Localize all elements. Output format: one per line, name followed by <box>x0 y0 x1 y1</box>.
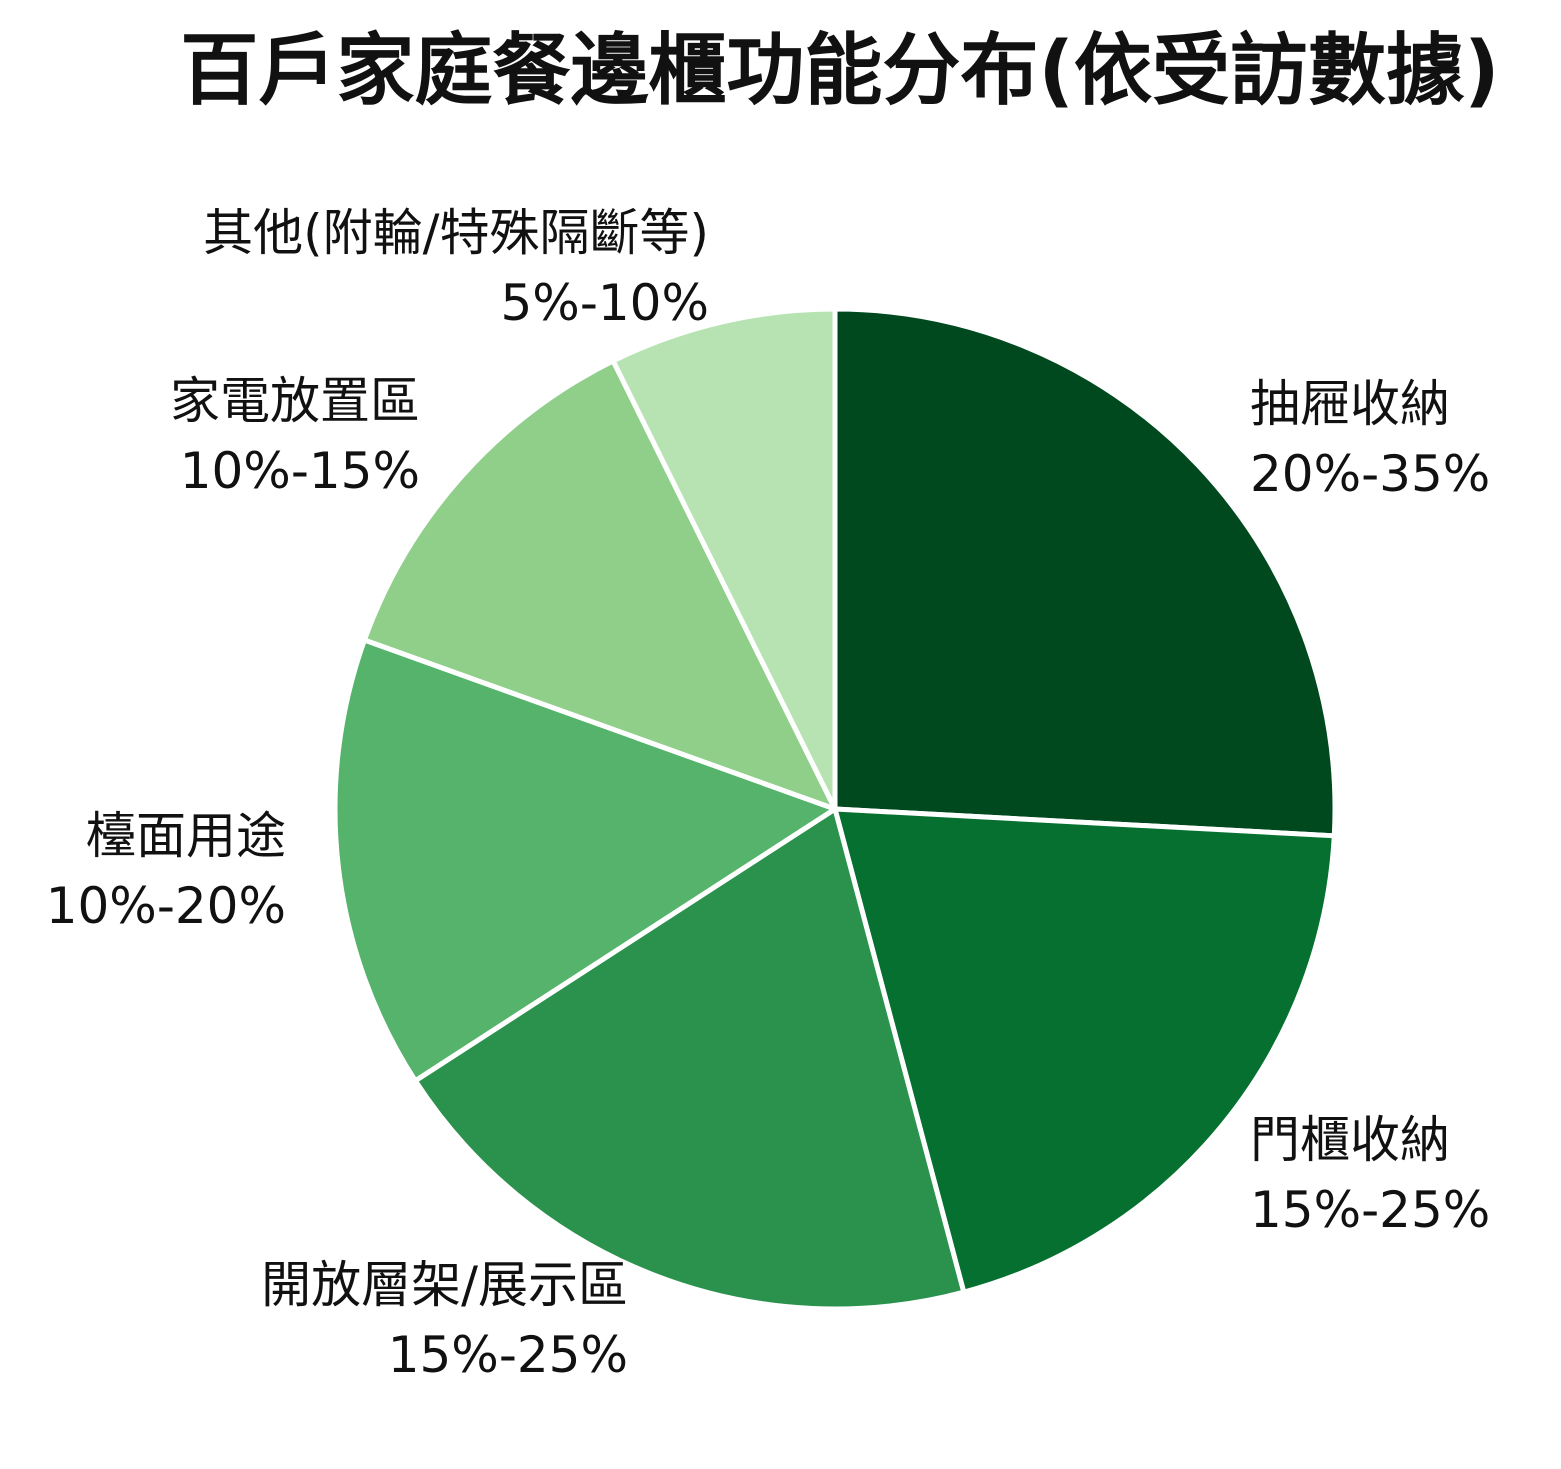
chart-title: 百戶家庭餐邊櫃功能分布(依受訪數據) <box>180 26 1499 116</box>
slice-label-4: 檯面用途 <box>86 807 286 865</box>
slice-label-group-5: 家電放置區 10%-15% <box>170 372 420 500</box>
pie-slice-1 <box>832 306 1338 839</box>
slice-label-group-4: 檯面用途 10%-20% <box>46 807 286 935</box>
slice-label-1: 抽屜收納 <box>1250 375 1450 433</box>
slice-label-6: 其他(附輪/特殊隔斷等) <box>203 204 709 262</box>
slice-value-2: 15%-25% <box>1250 1181 1490 1239</box>
pie-slice-5 <box>361 358 838 812</box>
pie-labels: 抽屜收納 20%-35% 門櫃收納 15%-25% 開放層架/展示區 15%-25% 檯面用… <box>46 204 1491 1384</box>
slice-label-5: 家電放置區 <box>170 372 420 430</box>
slice-label-2: 門櫃收納 <box>1250 1111 1450 1169</box>
pie-slice-3 <box>412 806 967 1312</box>
slice-value-5: 10%-15% <box>180 442 420 500</box>
slice-label-group-6: 其他(附輪/特殊隔斷等) 5%-10% <box>203 204 709 332</box>
pie-slices <box>332 306 1338 1312</box>
slice-value-3: 15%-25% <box>388 1326 628 1384</box>
slice-value-4: 10%-20% <box>46 877 286 935</box>
slice-value-1: 20%-35% <box>1250 445 1490 503</box>
slice-label-group-2: 門櫃收納 15%-25% <box>1250 1111 1490 1239</box>
slice-label-group-3: 開放層架/展示區 15%-25% <box>261 1256 628 1384</box>
pie-slice-2 <box>832 806 1337 1295</box>
slice-label-3: 開放層架/展示區 <box>261 1256 628 1314</box>
slice-value-6: 5%-10% <box>501 274 710 332</box>
pie-slice-6 <box>610 306 838 812</box>
pie-slice-4 <box>332 637 838 1084</box>
slice-label-group-1: 抽屜收納 20%-35% <box>1250 375 1490 503</box>
